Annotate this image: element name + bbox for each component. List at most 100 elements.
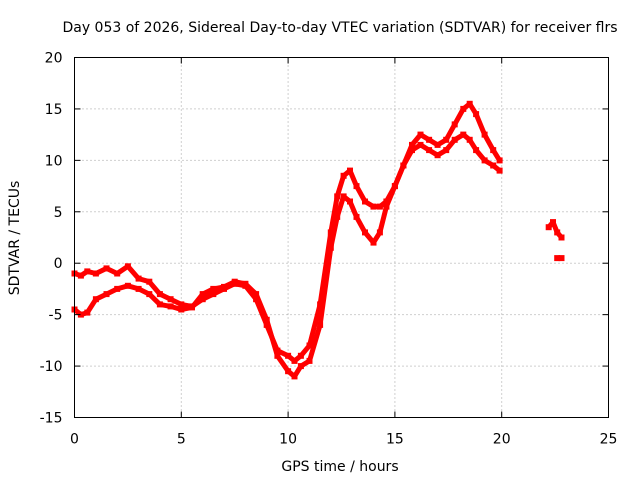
- data-point: [189, 304, 195, 311]
- data-point: [347, 198, 353, 205]
- data-point: [306, 357, 313, 364]
- data-point: [417, 131, 424, 138]
- data-point: [409, 147, 415, 154]
- data-point: [285, 352, 292, 359]
- data-point: [92, 296, 99, 303]
- y-tick-label: -15: [40, 411, 63, 427]
- series-2: [545, 219, 565, 241]
- x-tick-label: 10: [279, 432, 297, 448]
- data-point: [199, 291, 206, 298]
- data-point: [291, 357, 298, 364]
- data-point: [334, 213, 341, 220]
- data-point: [285, 368, 292, 375]
- data-point: [242, 280, 249, 287]
- data-point: [362, 229, 368, 236]
- data-point: [391, 183, 398, 190]
- data-point: [178, 301, 185, 308]
- data-point: [114, 285, 121, 292]
- data-point: [370, 239, 377, 246]
- data-point: [92, 270, 99, 277]
- data-point: [353, 213, 360, 220]
- data-point: [400, 162, 407, 169]
- series-0: [71, 100, 503, 364]
- x-tick-label: 20: [493, 432, 511, 448]
- data-point: [124, 263, 131, 270]
- y-tick-label: -10: [40, 359, 63, 375]
- data-point: [554, 255, 561, 262]
- data-point: [496, 157, 503, 164]
- data-point: [460, 105, 467, 112]
- x-tick-label: 5: [177, 432, 186, 448]
- data-point: [545, 224, 552, 231]
- data-point: [353, 183, 360, 190]
- data-point: [178, 306, 185, 313]
- data-point: [434, 141, 441, 148]
- data-point: [490, 162, 497, 169]
- data-point: [167, 303, 174, 310]
- series-1: [71, 131, 503, 380]
- data-point: [114, 270, 121, 277]
- data-point: [221, 283, 227, 290]
- data-point: [77, 272, 84, 279]
- y-tick-label: -5: [49, 308, 63, 324]
- data-point: [340, 172, 347, 179]
- data-point: [291, 373, 298, 380]
- data-point: [383, 203, 390, 210]
- data-point: [231, 278, 238, 285]
- data-point: [362, 198, 368, 205]
- data-point: [135, 285, 142, 292]
- data-point: [370, 203, 377, 210]
- data-point: [473, 147, 480, 154]
- data-point: [297, 363, 304, 370]
- plot-frame: [74, 57, 609, 418]
- y-tick-label: 10: [45, 153, 63, 169]
- data-point: [481, 131, 488, 138]
- data-point: [434, 152, 441, 159]
- data-point: [103, 291, 110, 298]
- data-point: [376, 229, 383, 236]
- data-point: [426, 136, 433, 143]
- data-series: [71, 100, 565, 380]
- data-point: [156, 291, 163, 298]
- data-point: [443, 147, 450, 154]
- data-point: [274, 352, 281, 359]
- data-point: [347, 167, 353, 174]
- series-3: [554, 255, 565, 262]
- data-point: [550, 219, 556, 226]
- data-point: [340, 193, 347, 200]
- data-point: [554, 229, 561, 236]
- data-point: [558, 255, 565, 262]
- data-point: [306, 342, 313, 349]
- data-point: [103, 265, 110, 272]
- data-point: [297, 352, 304, 359]
- data-point: [417, 141, 424, 148]
- data-point: [317, 301, 324, 308]
- data-point: [460, 131, 467, 138]
- data-point: [473, 111, 480, 118]
- x-axis-ticks: 0 5 10 15 20 25: [70, 57, 617, 448]
- data-point: [451, 121, 458, 128]
- y-tick-label: 5: [54, 205, 63, 221]
- chart-title: Day 053 of 2026, Sidereal Day-to-day VTE…: [62, 20, 617, 36]
- data-point: [334, 193, 341, 200]
- data-point: [409, 141, 415, 148]
- series-line: [72, 132, 503, 379]
- data-point: [376, 203, 383, 210]
- data-point: [490, 147, 497, 154]
- data-point: [317, 321, 324, 328]
- x-axis-label: GPS time / hours: [281, 459, 398, 475]
- data-point: [253, 291, 260, 298]
- data-point: [146, 278, 153, 285]
- y-axis-ticks: -15 -10 -5 0 5 10 15 20: [40, 51, 609, 427]
- data-point: [327, 229, 334, 236]
- x-tick-label: 0: [70, 432, 79, 448]
- data-point: [496, 167, 503, 174]
- y-tick-label: 20: [45, 51, 63, 67]
- grid: [74, 57, 609, 418]
- y-tick-label: 0: [54, 256, 63, 272]
- data-point: [146, 291, 153, 298]
- data-point: [466, 100, 473, 107]
- data-point: [558, 234, 565, 241]
- data-point: [84, 309, 91, 316]
